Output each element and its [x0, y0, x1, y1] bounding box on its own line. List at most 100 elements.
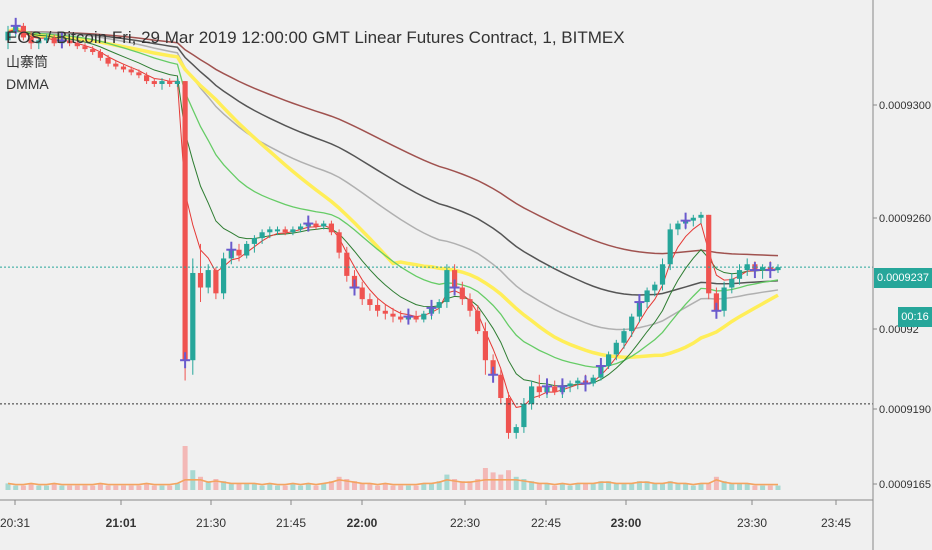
candle — [90, 46, 96, 55]
signal-marker — [303, 215, 314, 232]
volume-bar — [390, 485, 396, 490]
signal-marker — [226, 241, 237, 258]
candle — [505, 392, 512, 439]
time-tick-label: 22:00 — [347, 516, 378, 530]
signal-marker — [426, 299, 437, 316]
candle — [136, 69, 142, 79]
candle — [221, 252, 227, 300]
volume-bar — [760, 485, 766, 490]
volume-bar — [59, 485, 65, 490]
candle — [398, 310, 404, 323]
candle — [182, 81, 188, 381]
candle — [736, 264, 743, 285]
chart-title: EOS / Bitcoin Fri, 29 Mar 2019 12:00:00 … — [6, 28, 625, 47]
volume-bar — [213, 479, 219, 490]
candle — [390, 307, 396, 323]
candle — [359, 281, 365, 305]
time-tick-label: 23:00 — [611, 516, 642, 530]
volume-bar — [629, 483, 635, 490]
candle — [644, 287, 650, 308]
volume-bar — [336, 476, 342, 490]
signal-marker — [488, 366, 499, 383]
horizontal-lines-layer — [0, 266, 873, 405]
candle — [197, 243, 204, 303]
signal-marker — [634, 294, 645, 311]
candle — [344, 246, 350, 282]
signal-marker — [349, 279, 360, 296]
candle — [413, 310, 419, 323]
volume-bar — [744, 483, 750, 490]
volume-bar — [721, 481, 727, 490]
candle — [236, 243, 242, 262]
candle — [336, 229, 342, 259]
candle — [744, 258, 750, 276]
candle — [498, 368, 504, 404]
volume-bar — [44, 485, 49, 490]
volume-bar — [321, 483, 327, 490]
signal-marker — [403, 308, 414, 325]
time-tick-label: 20:31 — [0, 516, 30, 530]
candle — [613, 339, 619, 361]
candle — [105, 54, 111, 67]
volume-bar — [583, 483, 588, 490]
legend-indicator-1: 山寨筒 — [6, 54, 48, 70]
candle — [775, 264, 781, 273]
volume-bar — [382, 483, 388, 490]
volume-bar — [236, 483, 242, 490]
volume-bar — [205, 481, 211, 490]
candle — [760, 264, 766, 279]
volume-bar — [267, 483, 273, 490]
volume-bar — [706, 483, 712, 490]
candle — [244, 241, 250, 259]
time-tick-label: 21:45 — [276, 516, 306, 530]
candle — [20, 22, 26, 41]
candle — [113, 60, 119, 70]
volume-bar — [421, 483, 427, 490]
candle — [567, 380, 573, 393]
volume-bar — [683, 483, 689, 490]
ma-line-slow — [7, 30, 779, 257]
signal-marker — [542, 378, 552, 395]
volume-bar — [228, 483, 234, 490]
volume-line — [7, 478, 778, 486]
volume-bar — [28, 483, 34, 490]
volume-bar — [752, 485, 758, 490]
signal-marker — [765, 262, 776, 279]
volume-bar — [552, 485, 558, 490]
volume-bar — [305, 483, 311, 490]
volume-bar — [367, 483, 373, 490]
time-tick-label: 21:01 — [106, 516, 137, 530]
candle — [43, 34, 50, 44]
candle — [5, 25, 11, 50]
volume-layer — [5, 446, 781, 490]
candle — [313, 220, 319, 230]
candle — [382, 304, 388, 320]
volume-bar — [375, 485, 381, 490]
candle — [606, 351, 612, 369]
volume-bar — [475, 479, 481, 490]
candle — [652, 281, 658, 297]
candle — [721, 281, 727, 317]
volume-bar — [151, 485, 157, 490]
candle — [729, 272, 735, 294]
candle — [213, 267, 219, 300]
candle — [259, 229, 265, 244]
volume-bar — [452, 479, 458, 490]
candle — [621, 328, 627, 349]
volume-bar — [105, 485, 111, 490]
volume-bar — [113, 485, 119, 490]
time-axis-ticks: 20:31 21:01 21:30 21:45 22:00 22:30 22:45 23:00… — [0, 500, 851, 530]
volume-bar — [698, 483, 704, 490]
candle — [698, 211, 704, 224]
signal-marker — [56, 32, 67, 49]
candle — [36, 37, 42, 50]
candle — [159, 78, 165, 90]
volume-bar — [644, 481, 650, 490]
candle — [367, 293, 373, 311]
candle — [482, 322, 488, 375]
volume-bar — [413, 485, 419, 490]
volume-bar — [67, 485, 73, 490]
candle — [444, 264, 450, 308]
volume-bar — [13, 485, 19, 490]
